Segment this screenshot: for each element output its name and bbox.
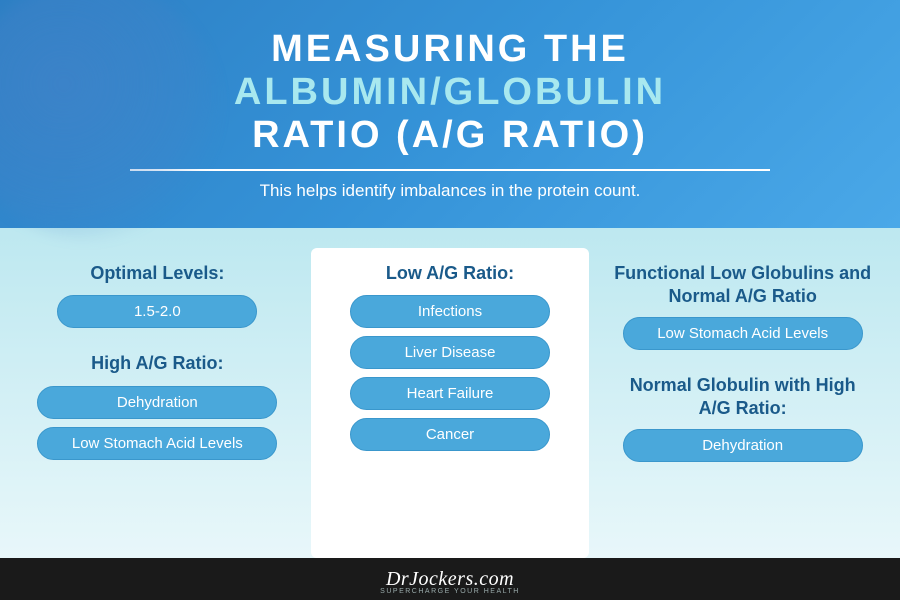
pill-low-ag-1: Infections [350,295,550,328]
pill-low-ag-2: Liver Disease [350,336,550,369]
body-panel: Optimal Levels: 1.5-2.0 High A/G Ratio: … [0,228,900,558]
column-right: Functional Low Globulins and Normal A/G … [603,248,882,558]
header-panel: MEASURING THE ALBUMIN/GLOBULIN RATIO (A/… [0,0,900,228]
title-line-2: ALBUMIN/GLOBULIN [234,71,666,114]
title-line-3: RATIO (A/G RATIO) [252,114,648,157]
pill-optimal-value: 1.5-2.0 [57,295,257,328]
title-line-1: MEASURING THE [271,28,629,71]
column-center: Low A/G Ratio: Infections Liver Disease … [311,248,590,558]
section-title-optimal: Optimal Levels: [90,262,224,285]
column-left: Optimal Levels: 1.5-2.0 High A/G Ratio: … [18,248,297,558]
pill-low-ag-4: Cancer [350,418,550,451]
pill-low-ag-3: Heart Failure [350,377,550,410]
footer-panel: DrJockers.com SUPERCHARGE YOUR HEALTH [0,558,900,600]
pill-high-ag-2: Low Stomach Acid Levels [37,427,277,460]
infographic-container: MEASURING THE ALBUMIN/GLOBULIN RATIO (A/… [0,0,900,600]
section-title-normal-globulin: Normal Globulin with High A/G Ratio: [613,374,872,421]
section-title-high-ag: High A/G Ratio: [91,352,223,375]
pill-functional-low-1: Low Stomach Acid Levels [623,317,863,350]
pill-normal-globulin-1: Dehydration [623,429,863,462]
header-divider [130,169,770,171]
section-title-functional-low: Functional Low Globulins and Normal A/G … [613,262,872,309]
pill-high-ag-1: Dehydration [37,386,277,419]
footer-tagline: SUPERCHARGE YOUR HEALTH [380,588,520,595]
section-title-low-ag: Low A/G Ratio: [386,262,514,285]
header-subtitle: This helps identify imbalances in the pr… [260,181,641,201]
